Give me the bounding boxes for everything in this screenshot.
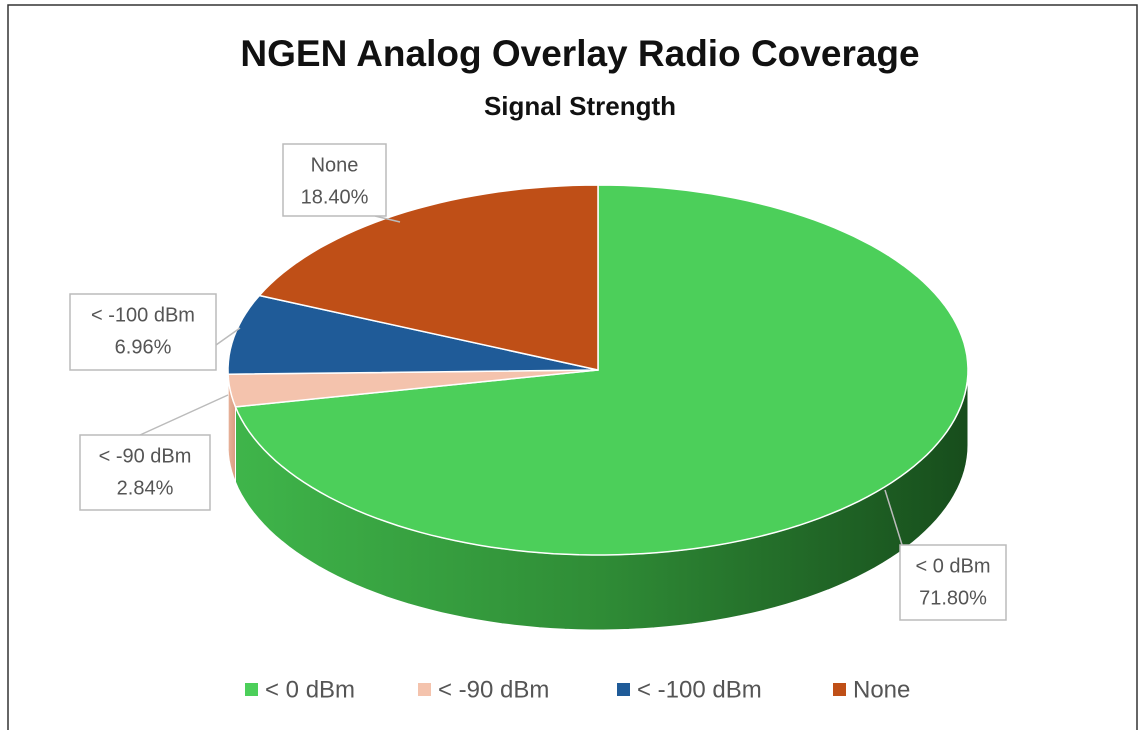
data-label-value: 6.96% bbox=[115, 336, 172, 358]
leader-line bbox=[215, 327, 241, 346]
data-label-name: < -100 dBm bbox=[91, 304, 195, 326]
legend-label: None bbox=[853, 676, 910, 703]
data-label-value: 71.80% bbox=[919, 587, 987, 609]
data-label-value: 18.40% bbox=[301, 186, 369, 208]
chart-subtitle: Signal Strength bbox=[484, 91, 676, 121]
chart-title: NGEN Analog Overlay Radio Coverage bbox=[240, 33, 919, 74]
data-label-name: None bbox=[311, 154, 359, 176]
legend-swatch bbox=[245, 683, 258, 696]
leader-line bbox=[884, 489, 904, 549]
slice bbox=[227, 294, 599, 375]
legend-label: < -90 dBm bbox=[438, 676, 549, 703]
data-label-box bbox=[282, 143, 387, 217]
data-label-box bbox=[899, 544, 1007, 621]
data-label-box bbox=[69, 293, 217, 371]
leader-line bbox=[139, 394, 229, 436]
data-label-value: 2.84% bbox=[117, 477, 174, 499]
legend-label: < -100 dBm bbox=[637, 676, 762, 703]
data-label-box bbox=[79, 434, 211, 511]
slice bbox=[227, 369, 599, 408]
slice bbox=[234, 184, 969, 556]
legend-swatch bbox=[617, 683, 630, 696]
legend-swatch bbox=[833, 683, 846, 696]
data-label-name: < 0 dBm bbox=[915, 555, 990, 577]
data-label-name: < -90 dBm bbox=[99, 445, 192, 467]
legend-label: < 0 dBm bbox=[265, 676, 355, 703]
leader-line bbox=[374, 215, 401, 223]
slice bbox=[257, 184, 599, 371]
legend-swatch bbox=[418, 683, 431, 696]
